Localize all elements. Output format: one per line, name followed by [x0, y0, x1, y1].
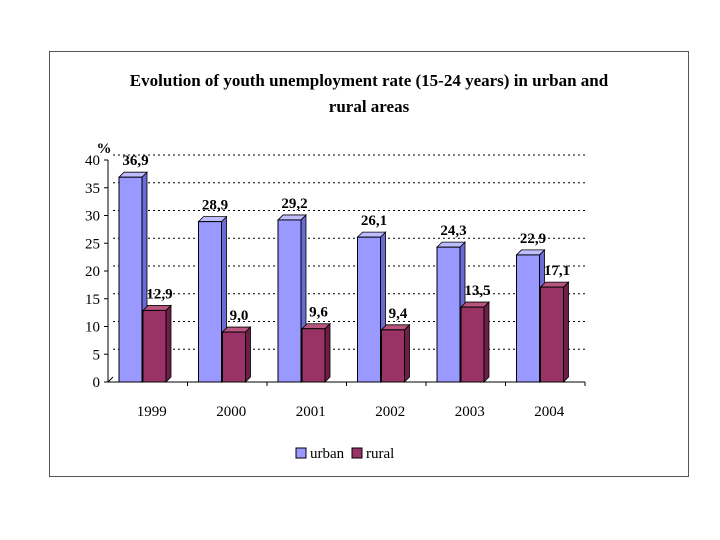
bar-rural-2001: [301, 328, 326, 383]
chart-title: Evolution of youth unemployment rate (15…: [50, 68, 688, 120]
y-tick-label: 0: [93, 375, 101, 391]
x-tick-label-2000: 2000: [216, 404, 246, 420]
legend-label-rural: rural: [366, 446, 394, 462]
axis-depth-line: [107, 376, 114, 383]
bar-side-rural-2003: [483, 301, 490, 383]
y-tick-label: 30: [85, 209, 100, 225]
x-tick-label-2001: 2001: [296, 404, 326, 420]
legend-swatch-rural: [351, 447, 363, 459]
data-label-rural-2000: 9,0: [230, 308, 249, 324]
legend-swatch-urban: [295, 447, 307, 459]
bar-rural-2000: [222, 331, 246, 383]
bar-rural-2002: [381, 329, 405, 383]
bar-top-urban-2003: [436, 241, 466, 248]
data-label-urban-2004: 22,9: [520, 231, 546, 247]
x-tick-label-1999: 1999: [137, 404, 167, 420]
bar-top-rural-2003: [460, 301, 490, 308]
data-label-rural-2002: 9,4: [389, 306, 408, 322]
y-axis-label: %: [97, 141, 112, 157]
bar-urban-2002: [357, 236, 381, 383]
bar-top-rural-2000: [221, 326, 252, 333]
y-tick-label: 20: [85, 264, 100, 280]
bar-top-urban-2001: [277, 214, 307, 221]
bar-top-rural-2002: [380, 324, 411, 331]
x-tick-label-2003: 2003: [455, 404, 485, 420]
bar-top-rural-1999: [142, 305, 172, 311]
y-tick-label: 10: [85, 320, 100, 336]
bar-urban-2001: [277, 219, 302, 383]
x-tick-label-2002: 2002: [375, 404, 405, 420]
bar-top-rural-2001: [301, 323, 331, 330]
bar-side-rural-2004: [563, 281, 569, 383]
bar-urban-2004: [516, 254, 540, 383]
bar-side-rural-2000: [245, 326, 251, 383]
y-tick-label: 15: [85, 292, 100, 308]
bar-urban-2003: [436, 246, 461, 383]
data-label-urban-1999: 36,9: [122, 153, 148, 169]
data-label-urban-2001: 29,2: [281, 196, 307, 212]
bar-urban-1999: [118, 176, 143, 383]
data-label-urban-2000: 28,9: [202, 198, 228, 214]
bar-top-urban-2004: [515, 249, 546, 256]
bar-side-rural-2001: [324, 322, 331, 383]
y-tick-label: 5: [93, 347, 101, 363]
chart-frame: Evolution of youth unemployment rate (15…: [49, 51, 689, 477]
bar-rural-2003: [460, 306, 485, 383]
bar-top-urban-1999: [118, 171, 148, 178]
y-tick-label: 35: [85, 181, 100, 197]
y-tick-label: 25: [85, 236, 100, 252]
data-label-urban-2002: 26,1: [361, 213, 387, 229]
y-tick-label: 40: [85, 153, 100, 169]
bar-rural-2004: [540, 286, 564, 383]
bar-top-rural-2004: [539, 281, 570, 288]
bar-side-rural-1999: [165, 304, 172, 383]
data-label-rural-2004: 17,1: [544, 263, 570, 279]
bar-top-urban-2002: [356, 231, 387, 238]
data-label-urban-2003: 24,3: [440, 223, 466, 239]
data-label-rural-1999: 12,9: [146, 286, 172, 302]
bar-rural-1999: [142, 309, 167, 383]
x-tick-label-2004: 2004: [534, 404, 565, 420]
data-label-rural-2001: 9,6: [309, 305, 328, 321]
bar-top-urban-2000: [197, 216, 228, 223]
chart-title-line-2: rural areas: [328, 97, 410, 116]
bar-urban-2000: [198, 221, 222, 383]
chart-title-line-1: Evolution of youth unemployment rate (15…: [129, 71, 609, 90]
bar-side-rural-2002: [404, 323, 410, 383]
data-label-rural-2003: 13,5: [464, 283, 490, 299]
legend-label-urban: urban: [310, 446, 345, 462]
